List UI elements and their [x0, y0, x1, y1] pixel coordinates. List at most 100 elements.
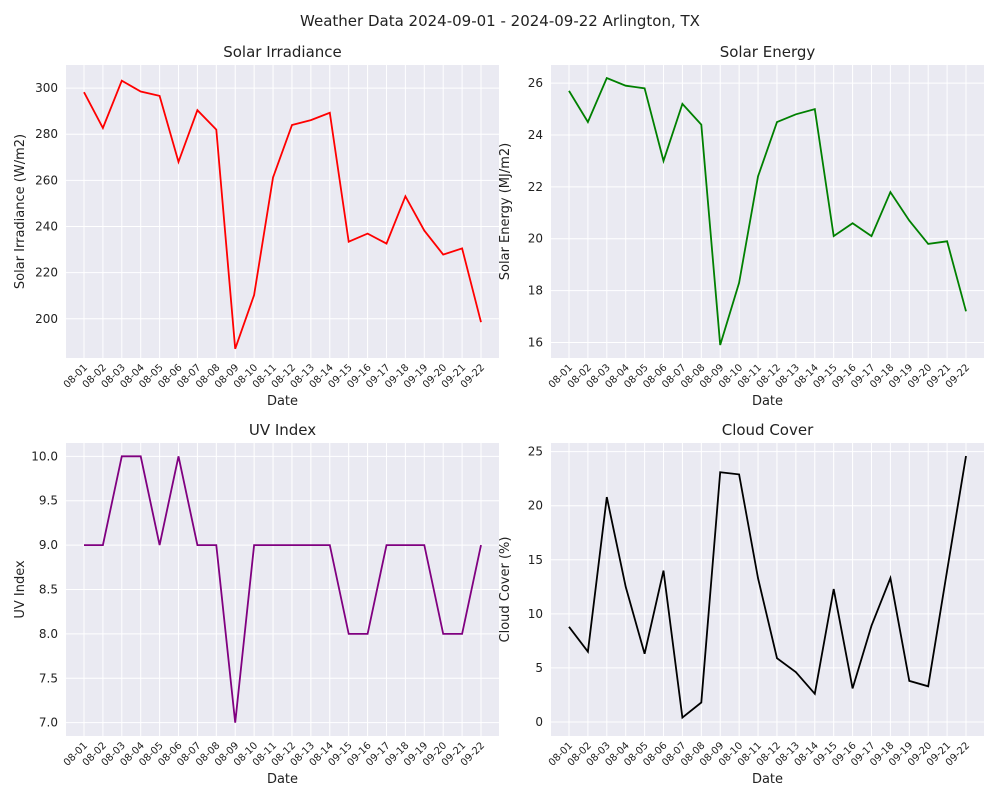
uv-index-data-point	[197, 544, 199, 546]
cloud-cover-y-tick-label: 0	[535, 715, 543, 729]
cloud-cover-data-point	[795, 671, 797, 673]
cloud-cover-data-point	[757, 577, 759, 579]
solar-energy-y-axis-label: Solar Energy (MJ/m2)	[498, 143, 513, 280]
cloud-cover-data-point	[776, 657, 778, 659]
uv-index-chart: 7.07.58.08.59.09.510.008-0108-0208-0308-…	[13, 421, 499, 787]
solar-irradiance-data-point	[404, 195, 406, 197]
cloud-cover-data-point	[908, 680, 910, 682]
uv-index-y-tick-label: 8.0	[39, 627, 58, 641]
cloud-cover-data-point	[719, 471, 721, 473]
solar-energy-data-point	[965, 310, 967, 312]
uv-index-data-point	[480, 544, 482, 546]
solar-energy-title: Solar Energy	[720, 43, 816, 61]
solar-irradiance-data-point	[442, 254, 444, 256]
uv-index-data-point	[178, 455, 180, 457]
figure-title: Weather Data 2024-09-01 - 2024-09-22 Arl…	[300, 12, 700, 30]
solar-energy-data-point	[795, 113, 797, 115]
solar-energy-y-tick-label: 20	[528, 232, 543, 246]
solar-energy-plot-area	[551, 65, 984, 358]
solar-energy-data-point	[606, 77, 608, 79]
solar-energy-x-axis-label: Date	[752, 394, 783, 409]
cloud-cover-x-axis-label: Date	[752, 772, 783, 787]
solar-irradiance-data-point	[121, 80, 123, 82]
solar-irradiance-y-tick-label: 220	[35, 266, 58, 280]
cloud-cover-data-point	[625, 586, 627, 588]
solar-energy-data-point	[946, 240, 948, 242]
uv-index-data-point	[121, 455, 123, 457]
solar-irradiance-data-point	[197, 109, 199, 111]
cloud-cover-chart: 051015202508-0108-0208-0308-0408-0508-06…	[498, 421, 984, 787]
solar-irradiance-y-tick-label: 260	[35, 173, 58, 187]
cloud-cover-data-point	[871, 625, 873, 627]
uv-index-data-point	[461, 633, 463, 635]
solar-irradiance-data-point	[367, 233, 369, 235]
cloud-cover-data-point	[700, 702, 702, 704]
solar-energy-data-point	[908, 220, 910, 222]
uv-index-y-tick-label: 8.5	[39, 583, 58, 597]
solar-irradiance-data-point	[253, 294, 255, 296]
uv-index-data-point	[272, 544, 274, 546]
solar-energy-data-point	[700, 124, 702, 126]
solar-irradiance-y-axis-label: Solar Irradiance (W/m2)	[13, 134, 28, 289]
solar-irradiance-y-tick-label: 300	[35, 81, 58, 95]
uv-index-y-tick-label: 9.0	[39, 538, 58, 552]
solar-irradiance-y-tick-label: 200	[35, 312, 58, 326]
solar-irradiance-y-tick-label: 280	[35, 127, 58, 141]
uv-index-data-point	[102, 544, 104, 546]
solar-irradiance-plot-area	[66, 65, 499, 358]
uv-index-y-axis-label: UV Index	[13, 560, 28, 619]
uv-index-data-point	[404, 544, 406, 546]
solar-irradiance-data-point	[140, 91, 142, 93]
uv-index-data-point	[423, 544, 425, 546]
solar-energy-series-line	[568, 76, 967, 346]
solar-irradiance-data-point	[480, 321, 482, 323]
uv-index-data-point	[140, 455, 142, 457]
solar-energy-data-point	[587, 121, 589, 123]
uv-index-x-axis-label: Date	[267, 772, 298, 787]
cloud-cover-y-tick-label: 25	[528, 445, 543, 459]
solar-energy-data-point	[776, 121, 778, 123]
cloud-cover-data-point	[587, 651, 589, 653]
solar-irradiance-data-point	[423, 230, 425, 232]
uv-index-data-point	[310, 544, 312, 546]
solar-energy-data-point	[625, 85, 627, 87]
solar-energy-y-tick-label: 22	[528, 180, 543, 194]
solar-energy-data-point	[852, 222, 854, 224]
uv-index-y-tick-label: 9.5	[39, 494, 58, 508]
solar-energy-data-point	[927, 243, 929, 245]
solar-energy-data-point	[663, 160, 665, 162]
cloud-cover-data-point	[568, 626, 570, 628]
solar-energy-data-point	[568, 90, 570, 92]
uv-index-data-point	[253, 544, 255, 546]
cloud-cover-y-tick-label: 5	[535, 661, 543, 675]
cloud-cover-title: Cloud Cover	[722, 421, 814, 439]
cloud-cover-data-point	[833, 588, 835, 590]
uv-index-data-point	[234, 722, 236, 724]
solar-energy-chart: 16182022242608-0108-0208-0308-0408-0508-…	[498, 43, 984, 409]
uv-index-data-point	[367, 633, 369, 635]
uv-index-data-point	[348, 633, 350, 635]
uv-index-title: UV Index	[249, 421, 316, 439]
cloud-cover-data-point	[606, 496, 608, 498]
cloud-cover-data-point	[946, 570, 948, 572]
solar-energy-y-tick-label: 16	[528, 335, 543, 349]
uv-index-data-point	[386, 544, 388, 546]
uv-index-series-line	[84, 455, 482, 723]
solar-irradiance-data-point	[234, 348, 236, 350]
cloud-cover-data-point	[965, 455, 967, 457]
solar-irradiance-data-point	[83, 91, 85, 93]
solar-irradiance-y-tick-label: 240	[35, 219, 58, 233]
uv-index-y-tick-label: 10.0	[31, 449, 58, 463]
cloud-cover-data-point	[644, 653, 646, 655]
cloud-cover-y-tick-label: 20	[528, 499, 543, 513]
solar-irradiance-data-point	[159, 95, 161, 97]
solar-irradiance-data-point	[272, 177, 274, 179]
solar-energy-data-point	[719, 344, 721, 346]
cloud-cover-data-point	[814, 693, 816, 695]
solar-irradiance-data-point	[102, 127, 104, 129]
cloud-cover-plot-area	[551, 443, 984, 736]
cloud-cover-y-tick-label: 15	[528, 553, 543, 567]
uv-index-data-point	[442, 633, 444, 635]
cloud-cover-data-point	[889, 577, 891, 579]
solar-irradiance-data-point	[348, 241, 350, 243]
